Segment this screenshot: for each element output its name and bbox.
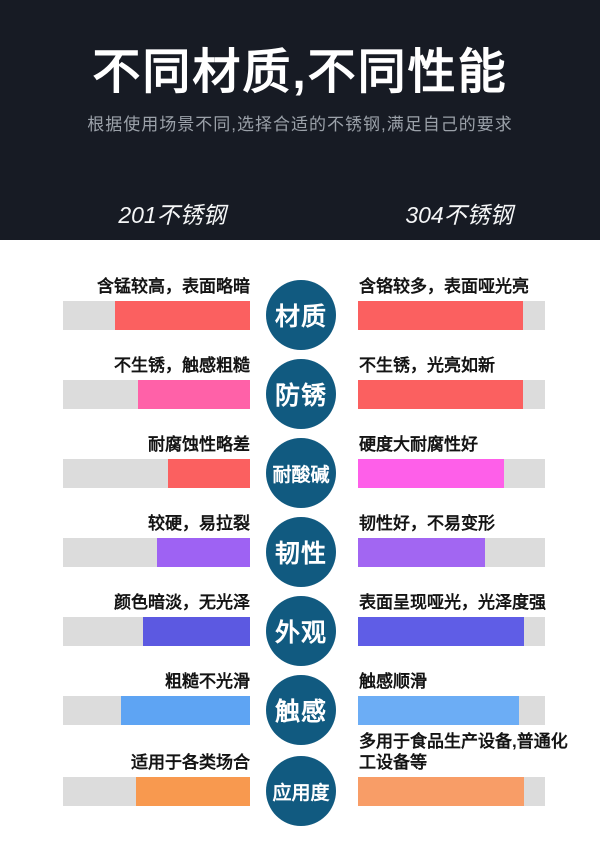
left-rating-fill xyxy=(115,301,250,330)
comparison-row-appearance: 颜色暗淡，无光泽 外观 表面呈现哑光，光泽度强 xyxy=(0,584,600,666)
comparison-row-toughness: 较硬，易拉裂 韧性 韧性好，不易变形 xyxy=(0,505,600,587)
left-rating-fill xyxy=(167,459,250,488)
left-rating-bar xyxy=(63,617,250,646)
left-rating-fill xyxy=(135,777,250,806)
comparison-row-rust: 不生锈，触感粗糙 防锈 不生锈，光亮如新 xyxy=(0,347,600,429)
right-attribute-label: 触感顺滑 xyxy=(359,672,427,691)
right-rating-bar xyxy=(358,380,545,409)
category-label: 材质 xyxy=(274,303,327,331)
right-rating-fill xyxy=(358,777,525,806)
comparison-row-acid: 耐腐蚀性略差 耐酸碱 硬度大耐腐性好 xyxy=(0,426,600,508)
left-rating-bar xyxy=(63,459,250,488)
left-attribute-label: 颜色暗淡，无光泽 xyxy=(114,593,250,612)
category-badge: 材质 xyxy=(266,280,336,350)
left-rating-bar xyxy=(63,380,250,409)
right-rating-bar xyxy=(358,301,545,330)
category-label: 防锈 xyxy=(274,382,327,410)
right-attribute-label: 不生锈，光亮如新 xyxy=(359,356,495,375)
right-attribute-label: 韧性好，不易变形 xyxy=(359,514,495,533)
category-label: 触感 xyxy=(274,698,327,726)
category-badge: 触感 xyxy=(266,675,336,745)
category-badge: 外观 xyxy=(266,596,336,666)
category-label: 韧性 xyxy=(274,540,327,568)
category-label: 外观 xyxy=(274,619,327,647)
right-rating-fill xyxy=(358,538,486,567)
right-attribute-label: 表面呈现哑光，光泽度强 xyxy=(359,593,546,612)
category-badge: 耐酸碱 xyxy=(266,438,336,508)
page-title: 不同材质,不同性能 xyxy=(92,46,508,99)
column-header-304: 304不锈钢 xyxy=(405,202,513,228)
right-rating-fill xyxy=(358,617,525,646)
left-attribute-label: 适用于各类场合 xyxy=(131,753,250,772)
right-attribute-label: 硬度大耐腐性好 xyxy=(359,435,478,454)
left-rating-fill xyxy=(120,696,250,725)
comparison-row-material: 含锰较高，表面略暗 材质 含铬较多，表面哑光亮 xyxy=(0,268,600,350)
left-rating-fill xyxy=(156,538,250,567)
category-label: 耐酸碱 xyxy=(272,464,330,486)
right-rating-bar xyxy=(358,777,545,806)
left-rating-fill xyxy=(137,380,250,409)
category-badge: 应用度 xyxy=(266,756,336,826)
page-subtitle: 根据使用场景不同,选择合适的不锈钢,满足自己的要求 xyxy=(87,115,513,134)
left-attribute-label: 较硬，易拉裂 xyxy=(148,514,250,533)
comparison-row-applicability: 适用于各类场合 应用度 多用于食品生产设备,普通化工设备等 xyxy=(0,732,600,826)
header-banner: 不同材质,不同性能 根据使用场景不同,选择合适的不锈钢,满足自己的要求 201不… xyxy=(0,0,600,240)
right-attribute-label: 含铬较多，表面哑光亮 xyxy=(359,277,529,296)
category-badge: 韧性 xyxy=(266,517,336,587)
right-rating-fill xyxy=(358,380,523,409)
right-rating-bar xyxy=(358,617,545,646)
right-rating-fill xyxy=(358,459,504,488)
left-attribute-label: 耐腐蚀性略差 xyxy=(148,435,250,454)
right-rating-fill xyxy=(358,696,519,725)
left-attribute-label: 含锰较高，表面略暗 xyxy=(97,277,250,296)
right-rating-bar xyxy=(358,696,545,725)
left-rating-bar xyxy=(63,301,250,330)
right-attribute-label: 多用于食品生产设备,普通化工设备等 xyxy=(359,732,568,772)
left-attribute-label: 不生锈，触感粗糙 xyxy=(114,356,250,375)
category-label: 应用度 xyxy=(272,782,330,804)
left-rating-bar xyxy=(63,777,250,806)
left-attribute-label: 粗糙不光滑 xyxy=(165,672,250,691)
right-rating-bar xyxy=(358,459,545,488)
right-rating-fill xyxy=(358,301,523,330)
left-rating-fill xyxy=(143,617,250,646)
category-badge: 防锈 xyxy=(266,359,336,429)
left-rating-bar xyxy=(63,538,250,567)
right-rating-bar xyxy=(358,538,545,567)
left-rating-bar xyxy=(63,696,250,725)
column-header-201: 201不锈钢 xyxy=(118,202,226,228)
comparison-row-touch: 粗糙不光滑 触感 触感顺滑 xyxy=(0,663,600,745)
